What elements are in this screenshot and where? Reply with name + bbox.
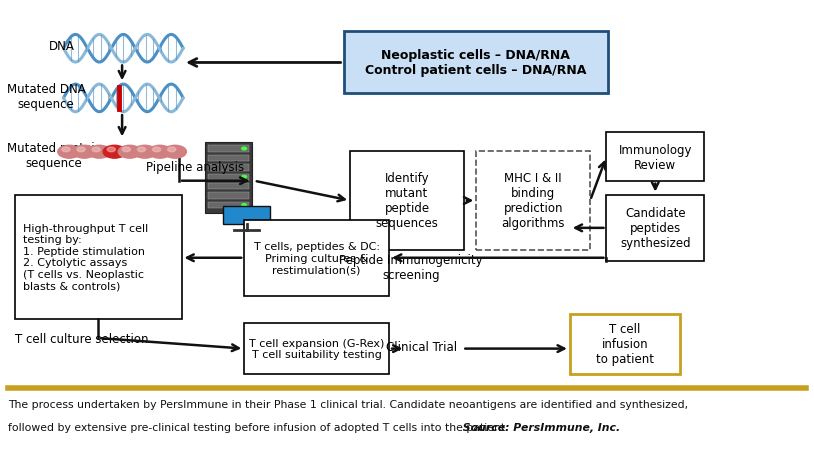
Circle shape — [242, 185, 247, 188]
FancyBboxPatch shape — [570, 314, 680, 374]
Circle shape — [168, 148, 176, 152]
Circle shape — [148, 146, 171, 159]
Circle shape — [164, 146, 186, 159]
FancyBboxPatch shape — [208, 146, 249, 152]
Circle shape — [242, 157, 247, 160]
FancyBboxPatch shape — [208, 193, 249, 199]
Text: Peptide Immunogenicity
screening: Peptide Immunogenicity screening — [339, 253, 483, 281]
Circle shape — [242, 176, 247, 179]
Text: Mutated protein
sequence: Mutated protein sequence — [7, 142, 102, 170]
Circle shape — [152, 148, 160, 152]
Text: Neoplastic cells – DNA/RNA
Control patient cells – DNA/RNA: Neoplastic cells – DNA/RNA Control patie… — [365, 49, 586, 77]
Circle shape — [118, 146, 141, 159]
FancyBboxPatch shape — [205, 142, 252, 213]
Text: followed by extensive pre-clinical testing before infusion of adopted T cells in: followed by extensive pre-clinical testi… — [8, 422, 509, 432]
FancyBboxPatch shape — [208, 202, 249, 209]
FancyBboxPatch shape — [244, 220, 389, 296]
FancyBboxPatch shape — [208, 165, 249, 171]
Text: Pipeline analysis: Pipeline analysis — [147, 161, 244, 174]
Circle shape — [92, 148, 100, 152]
Text: MHC I & II
binding
prediction
algorithms: MHC I & II binding prediction algorithms — [501, 172, 565, 230]
Circle shape — [242, 167, 247, 169]
Text: Mutated DNA
sequence: Mutated DNA sequence — [7, 83, 85, 110]
FancyBboxPatch shape — [208, 174, 249, 180]
Text: The process undertaken by PersImmune in their Phase 1 clinical trial. Candidate : The process undertaken by PersImmune in … — [8, 399, 689, 409]
Circle shape — [242, 204, 247, 207]
FancyBboxPatch shape — [476, 151, 590, 250]
Circle shape — [242, 148, 247, 151]
FancyBboxPatch shape — [208, 155, 249, 162]
Text: Immunology
Review: Immunology Review — [619, 143, 692, 171]
FancyBboxPatch shape — [350, 151, 464, 250]
Text: Source: PersImmune, Inc.: Source: PersImmune, Inc. — [459, 422, 620, 432]
Text: Clinical Trial: Clinical Trial — [386, 340, 457, 353]
Text: T cell expansion (G-Rex)
T cell suitability testing: T cell expansion (G-Rex) T cell suitabil… — [249, 338, 384, 359]
Text: T cells, peptides & DC:
Priming cultures &
restimulation(s): T cells, peptides & DC: Priming cultures… — [254, 241, 379, 275]
Circle shape — [88, 146, 111, 159]
FancyBboxPatch shape — [223, 207, 270, 225]
Circle shape — [62, 148, 70, 152]
FancyBboxPatch shape — [606, 195, 704, 262]
Text: Candidate
peptides
synthesized: Candidate peptides synthesized — [620, 207, 690, 250]
FancyBboxPatch shape — [208, 184, 249, 190]
Circle shape — [103, 146, 126, 159]
Text: T cell
infusion
to patient: T cell infusion to patient — [596, 323, 654, 366]
Text: Identify
mutant
peptide
sequences: Identify mutant peptide sequences — [375, 172, 439, 230]
Circle shape — [133, 146, 156, 159]
Circle shape — [58, 146, 81, 159]
Text: DNA: DNA — [49, 39, 75, 52]
Text: T cell culture selection: T cell culture selection — [15, 332, 148, 345]
Circle shape — [122, 148, 130, 152]
Text: High-throughput T cell
testing by:
1. Peptide stimulation
2. Cytolytic assays
(T: High-throughput T cell testing by: 1. Pe… — [23, 223, 148, 291]
FancyBboxPatch shape — [244, 324, 389, 374]
Circle shape — [77, 148, 85, 152]
Circle shape — [107, 148, 116, 152]
FancyBboxPatch shape — [606, 133, 704, 181]
Circle shape — [242, 195, 247, 197]
FancyBboxPatch shape — [15, 195, 182, 319]
Circle shape — [73, 146, 96, 159]
Circle shape — [138, 148, 146, 152]
FancyBboxPatch shape — [344, 32, 608, 94]
